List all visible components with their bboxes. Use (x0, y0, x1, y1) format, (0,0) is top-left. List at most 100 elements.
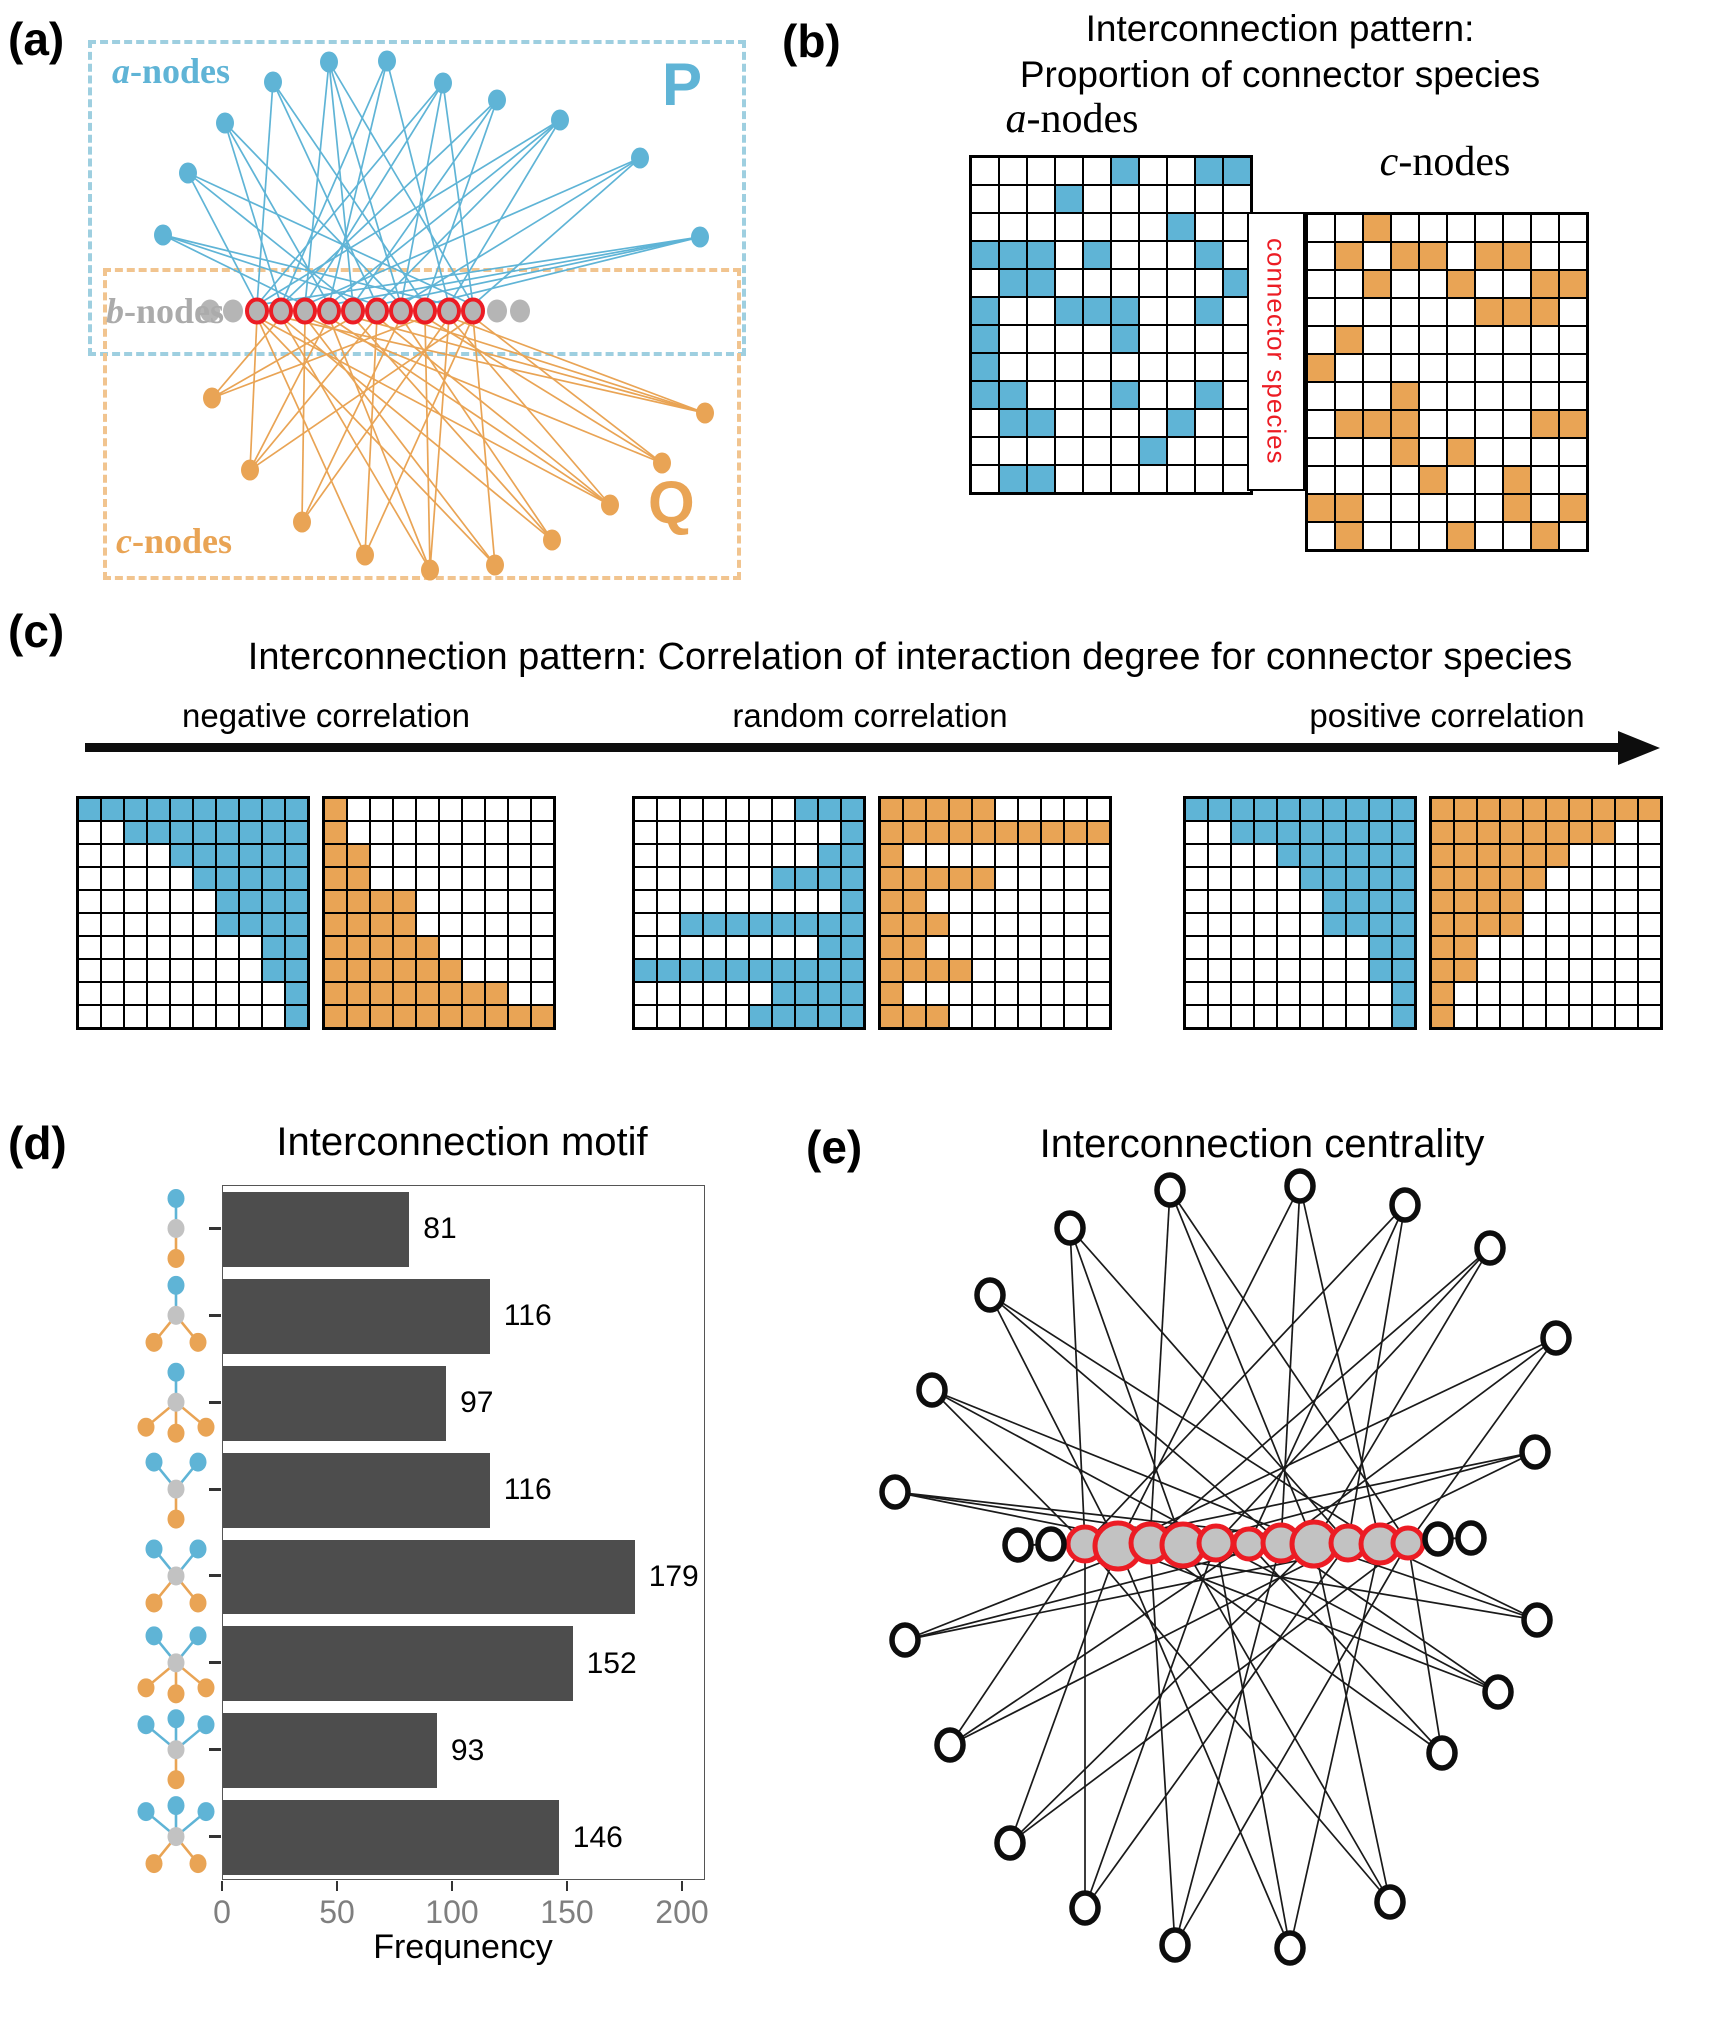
matrix-cell (749, 890, 772, 913)
matrix-cell (703, 936, 726, 959)
matrix-cell (439, 936, 462, 959)
matrix-cell (1346, 821, 1369, 844)
matrix-cell (1083, 185, 1111, 213)
species-node (916, 1372, 948, 1408)
matrix-cell (462, 959, 485, 982)
matrix-cell (262, 936, 285, 959)
matrix-cell (1139, 353, 1167, 381)
frequency-bar (223, 1192, 410, 1267)
matrix-cell (1419, 466, 1447, 494)
matrix-cell (903, 890, 926, 913)
matrix-cell (1335, 410, 1363, 438)
matrix-cell (1477, 1005, 1500, 1028)
matrix-cell (1531, 242, 1559, 270)
matrix-cell (262, 821, 285, 844)
matrix-cell (1277, 867, 1300, 890)
matrix-cell (1185, 844, 1208, 867)
matrix-cell (1523, 936, 1546, 959)
matrix-cell (393, 867, 416, 890)
matrix-cell (508, 982, 531, 1005)
matrix-cell (949, 890, 972, 913)
matrix-cell (1475, 522, 1503, 550)
matrix-cell (1346, 982, 1369, 1005)
panel-b-title-line2: Proportion of connector species (1019, 54, 1541, 95)
matrix-cell (926, 982, 949, 1005)
matrix-cell (216, 1005, 239, 1028)
matrix-cell (1638, 844, 1661, 867)
matrix-cell (1638, 913, 1661, 936)
matrix-cell (170, 821, 193, 844)
matrix-cell (1111, 269, 1139, 297)
b-node (487, 299, 507, 323)
matrix-cell (1546, 867, 1569, 890)
matrix-cell (841, 982, 864, 1005)
matrix-cell (1615, 798, 1638, 821)
matrix-cell (285, 1005, 308, 1028)
matrix-cell (1087, 982, 1110, 1005)
matrix-cell (1477, 936, 1500, 959)
matrix-cell (393, 844, 416, 867)
matrix-cell (1335, 438, 1363, 466)
matrix-cell (703, 890, 726, 913)
panel-c-letter: (c) (8, 605, 65, 657)
matrix-cell (1391, 410, 1419, 438)
matrix-cell (1431, 959, 1454, 982)
matrix-cell (462, 867, 485, 890)
matrix-cell (1503, 354, 1531, 382)
matrix-cell (949, 844, 972, 867)
connector-species-node (1231, 1526, 1267, 1562)
panel-c-title: Interconnection pattern: Correlation of … (247, 636, 1573, 678)
matrix-cell (1592, 821, 1615, 844)
y-tick (209, 1661, 221, 1665)
matrix-cell (1392, 913, 1415, 936)
matrix-cell (726, 867, 749, 890)
matrix-cell (370, 1005, 393, 1028)
matrix-cell (1223, 297, 1251, 325)
matrix-cell (216, 867, 239, 890)
species-node (1519, 1434, 1551, 1470)
matrix-cell (485, 798, 508, 821)
matrix-cell (101, 798, 124, 821)
matrix-cell (1454, 936, 1477, 959)
matrix-cell (1615, 913, 1638, 936)
matrix-cell (1346, 1005, 1369, 1028)
matrix-cell (1615, 867, 1638, 890)
matrix-cell (193, 936, 216, 959)
matrix-cell (1055, 269, 1083, 297)
matrix-cell (841, 959, 864, 982)
random-blue-matrix (632, 796, 866, 1030)
matrix-cell (324, 821, 347, 844)
matrix-cell (324, 1005, 347, 1028)
matrix-cell (216, 844, 239, 867)
matrix-cell (216, 821, 239, 844)
matrix-cell (772, 867, 795, 890)
matrix-cell (657, 913, 680, 936)
matrix-cell (1447, 270, 1475, 298)
matrix-cell (1559, 410, 1587, 438)
matrix-cell (657, 844, 680, 867)
matrix-cell (1559, 354, 1587, 382)
matrix-cell (1018, 959, 1041, 982)
matrix-cell (926, 867, 949, 890)
matrix-cell (193, 982, 216, 1005)
matrix-cell (726, 890, 749, 913)
matrix-cell (880, 867, 903, 890)
matrix-cell (1254, 982, 1277, 1005)
matrix-cell (1500, 982, 1523, 1005)
connector-b-node (245, 297, 269, 325)
matrix-cell (841, 821, 864, 844)
matrix-cell (841, 1005, 864, 1028)
matrix-cell (439, 821, 462, 844)
matrix-cell (680, 890, 703, 913)
matrix-cell (726, 913, 749, 936)
motif-c-node (137, 1678, 155, 1698)
matrix-cell (1559, 466, 1587, 494)
correlation-axis-arrowhead (1618, 731, 1660, 765)
matrix-cell (1185, 821, 1208, 844)
matrix-cell (1447, 354, 1475, 382)
matrix-cell (1346, 936, 1369, 959)
matrix-cell (262, 867, 285, 890)
x-tick (221, 1881, 223, 1891)
bar-value-label: 116 (503, 1299, 552, 1333)
matrix-cell (1503, 382, 1531, 410)
